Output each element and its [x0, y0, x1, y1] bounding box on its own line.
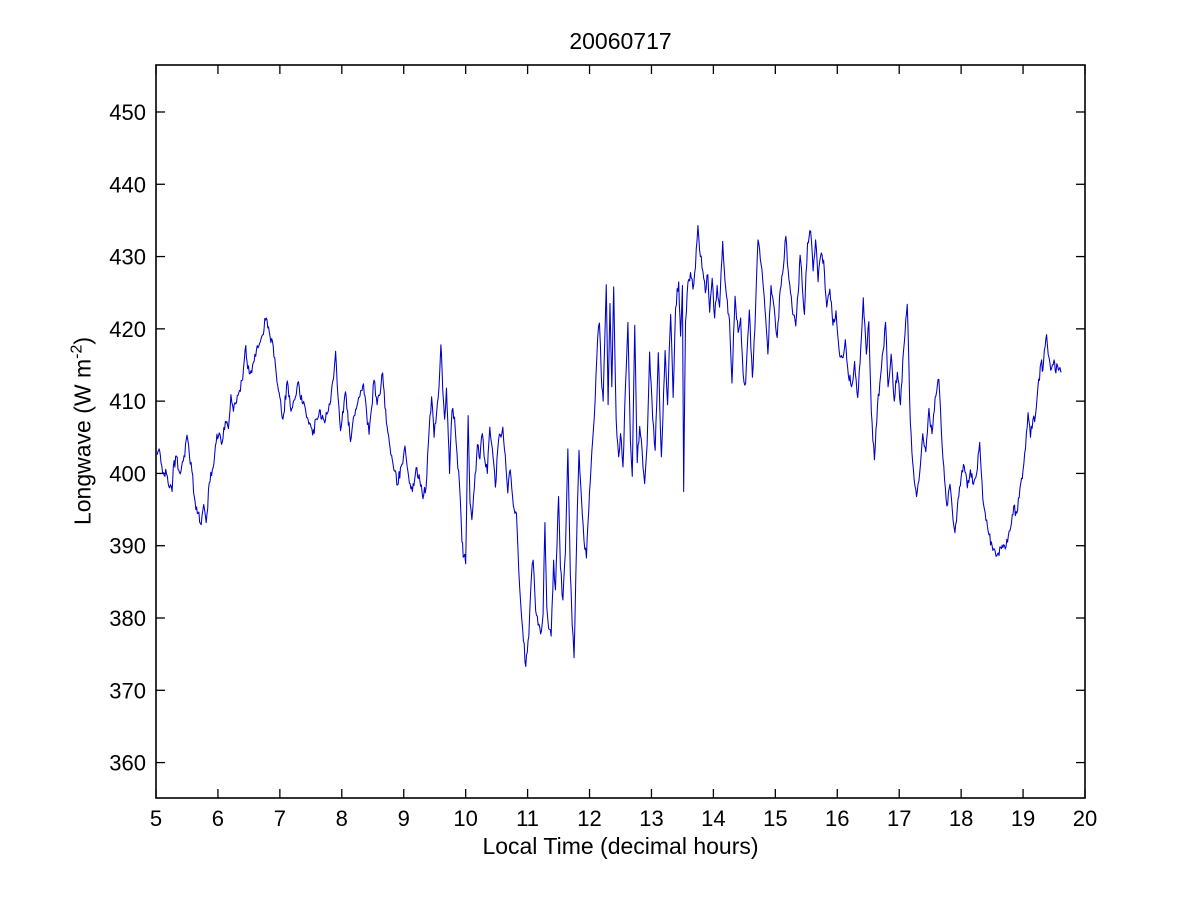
x-tick-label: 6 — [212, 806, 224, 831]
x-tick-label: 7 — [274, 806, 286, 831]
x-tick-label: 15 — [763, 806, 787, 831]
data-line-longwave — [156, 224, 1062, 667]
x-tick-label: 16 — [825, 806, 849, 831]
y-tick-label: 400 — [109, 461, 146, 486]
x-tick-label: 18 — [949, 806, 973, 831]
x-tick-label: 9 — [398, 806, 410, 831]
y-tick-label: 380 — [109, 606, 146, 631]
x-tick-label: 20 — [1073, 806, 1097, 831]
y-tick-label: 440 — [109, 172, 146, 197]
x-tick-label: 11 — [516, 806, 539, 831]
x-tick-label: 14 — [701, 806, 725, 831]
y-axis-label-superscript: -2 — [68, 344, 86, 359]
y-tick-label: 410 — [109, 389, 146, 414]
x-tick-label: 12 — [577, 806, 601, 831]
x-tick-label: 8 — [336, 806, 348, 831]
x-tick-label: 19 — [1011, 806, 1035, 831]
x-tick-label: 10 — [453, 806, 477, 831]
y-axis-label: Longwave (W m-2) — [65, 337, 96, 525]
x-tick-label: 13 — [639, 806, 663, 831]
y-axis-label-text: Longwave (W m — [69, 358, 96, 526]
y-tick-label: 420 — [109, 317, 146, 342]
axis-box — [155, 64, 1086, 799]
y-tick-label: 370 — [109, 678, 146, 703]
y-axis-label-close: ) — [69, 336, 96, 345]
chart-title: 20060717 — [569, 28, 672, 54]
x-axis-label: Local Time (decimal hours) — [482, 833, 759, 859]
y-tick-label: 450 — [109, 100, 146, 125]
y-tick-label: 360 — [109, 751, 146, 776]
x-tick-label: 17 — [887, 806, 911, 831]
y-tick-label: 430 — [109, 245, 146, 270]
x-tick-label: 5 — [150, 806, 162, 831]
y-tick-label: 390 — [109, 534, 146, 559]
